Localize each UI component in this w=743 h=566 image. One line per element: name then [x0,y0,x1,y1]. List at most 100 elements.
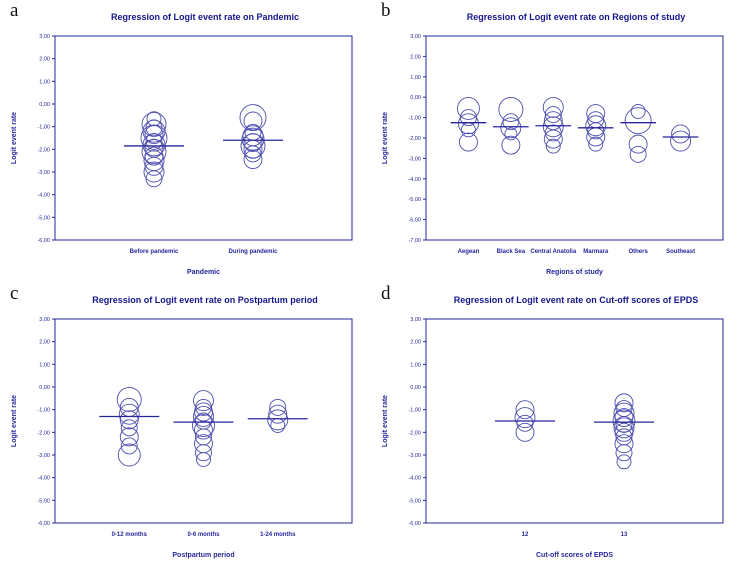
data-bubble [501,135,521,155]
data-bubble [269,398,287,416]
x-category-label: Others [628,249,648,255]
y-tick-label: -1,00 [37,408,50,414]
y-tick-label: 3,00 [410,317,421,323]
y-tick-label: -2,00 [408,136,421,142]
data-bubble [614,434,634,454]
data-bubble [514,407,536,429]
data-bubble [615,444,633,462]
panel-label-c: c [10,283,19,304]
data-bubble [119,410,139,430]
y-axis-label: Logit event rate [11,112,18,164]
y-tick-label: -3,00 [37,170,50,176]
data-bubble [193,406,214,427]
data-bubble [616,454,632,470]
data-bubble [116,387,142,412]
y-tick-label: -2,00 [37,147,50,153]
data-bubble [120,437,138,455]
data-bubble [516,414,534,432]
x-category-label: 0-12 months [112,532,148,538]
data-bubble [630,104,646,119]
data-bubble [457,113,479,135]
data-bubble [629,145,647,163]
data-bubble [117,443,141,467]
data-bubble [239,104,267,132]
data-bubble [120,419,138,437]
y-tick-label: -6,00 [37,521,50,527]
x-axis-label: Regions of study [546,269,603,276]
y-tick-label: -1,00 [408,408,421,414]
panel-label-d: d [381,283,391,304]
x-category-label: Before pandemic [130,249,179,255]
data-bubble [624,107,652,135]
data-bubble [542,116,564,138]
data-bubble [671,124,691,144]
x-category-label: 12 [522,532,529,538]
chart-plot-d: 3,00 2,00 1,00 0,00 -1,00 -2,00 -3,00 -4,00 -5,0… [382,317,724,559]
data-bubble [515,400,535,420]
y-tick-label: 0,00 [39,385,50,391]
data-bubble [243,150,263,169]
data-bubble [615,415,633,433]
chart-panel-d: d Regression of Logit event rate on Cut-… [371,283,743,566]
data-bubble [614,393,634,413]
y-tick-label: -2,00 [37,430,50,436]
chart-panel-c: c Regression of Logit event rate on Post… [0,283,371,566]
y-tick-label: 2,00 [39,340,50,346]
x-category-label: Aegean [458,249,480,255]
data-bubble [545,138,561,154]
x-category-label: Southeast [666,249,695,255]
chart-title-d: Regression of Logit event rate on Cut-of… [453,295,699,305]
chart-plot-c: 3,00 2,00 1,00 0,00 -1,00 -2,00 -3,00 -4,00 -5,0… [11,317,353,559]
y-tick-label: 1,00 [410,75,421,81]
data-bubble [119,427,139,447]
y-axis-label: Logit event rate [382,112,389,164]
data-bubble [141,139,167,165]
data-bubble [614,408,634,428]
data-bubble [243,111,263,131]
data-bubble [628,134,648,154]
plot-border [425,318,724,524]
data-bubble [515,422,535,442]
data-bubble [193,390,214,412]
plot-border [54,35,353,241]
data-bubble [542,96,564,118]
x-category-label: 13 [621,532,628,538]
data-bubble [192,414,215,437]
y-tick-label: 3,00 [39,34,50,40]
chart-plot-a: 3,00 2,00 1,00 0,00 -1,00 -2,00 -3,00 -4,00 -5,0… [11,34,353,276]
data-bubble [270,418,286,433]
data-bubble [142,133,166,157]
data-bubble [267,409,289,431]
y-tick-label: 0,00 [410,95,421,101]
data-bubble [543,129,563,149]
panel-label-a: a [10,0,19,21]
y-tick-label: 3,00 [39,317,50,323]
data-bubble [456,96,480,120]
data-bubble [458,132,478,152]
x-category-label: Black Sea [497,249,526,255]
data-bubble [141,111,167,137]
y-tick-label: -4,00 [408,177,421,183]
x-category-label: During pandemic [228,249,278,255]
y-tick-label: -6,00 [408,521,421,527]
plot-border [425,35,724,241]
data-bubble [194,420,213,440]
y-tick-label: -6,00 [408,218,421,224]
data-bubble [244,123,262,141]
y-tick-label: 2,00 [410,54,421,60]
y-tick-label: -7,00 [408,238,421,244]
x-axis-label: Postpartum period [172,552,234,559]
chart-title-a: Regression of Logit event rate on Pandem… [110,12,300,22]
x-category-label: 1-24 months [260,532,296,538]
data-bubble [498,96,524,122]
y-tick-label: 1,00 [410,362,421,368]
y-tick-label: -5,00 [408,498,421,504]
data-bubble [585,115,607,137]
x-category-label: Marmara [583,249,609,255]
y-tick-label: 2,00 [39,57,50,63]
data-bubble [144,125,164,145]
x-category-label: Central Anatolia [530,249,576,255]
data-bubble [587,122,605,140]
data-bubble [500,117,522,139]
